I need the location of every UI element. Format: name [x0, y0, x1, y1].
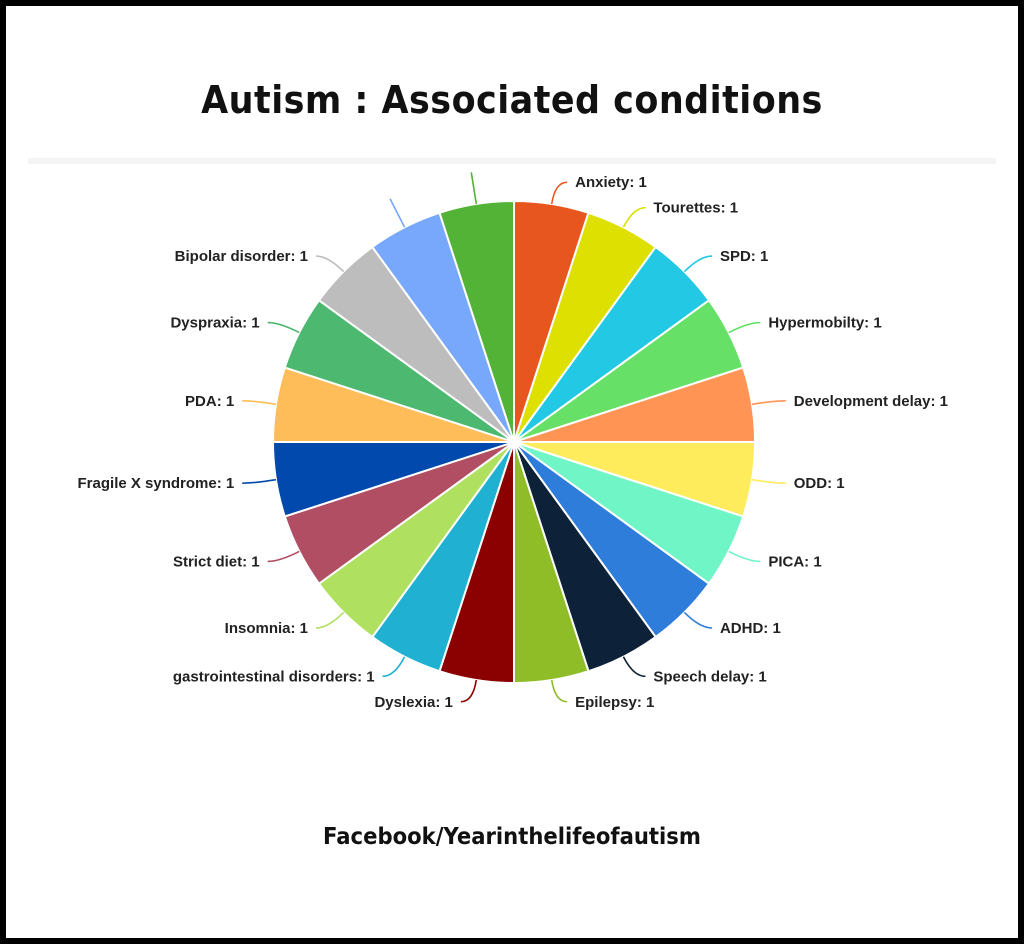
leader-line [751, 400, 786, 406]
slice-label-anxiety: Anxiety: 1 [575, 174, 647, 191]
slice-label-speech-delay: Speech delay: 1 [653, 668, 766, 685]
chart-card: Autism : Associated conditions Anxiety: … [6, 6, 1018, 938]
leader-line [389, 198, 406, 228]
leader-line [622, 656, 646, 678]
leader-line [267, 321, 300, 334]
slice-label-gastrointestinal-disorders: gastrointestinal disorders: 1 [173, 668, 375, 685]
leader-line [315, 611, 345, 629]
leader-line [242, 478, 277, 484]
slice-label-spd: SPD: 1 [720, 248, 768, 265]
slice-label-odd: ODD: 1 [794, 475, 845, 492]
leader-line [267, 550, 300, 563]
slice-label-insomnia: Insomnia: 1 [225, 620, 308, 637]
leader-line [751, 478, 786, 484]
slice-label-hypermobilty: Hypermobilty: 1 [768, 315, 881, 332]
slice-label-dyslexia: Dyslexia: 1 [374, 694, 452, 711]
slice-label-development-delay: Development delay: 1 [794, 393, 948, 410]
slice-label-pda: PDA: 1 [185, 393, 234, 410]
leader-line [460, 679, 478, 703]
slice-label-bipolar-disorder: Bipolar disorder: 1 [175, 248, 308, 265]
leader-line [728, 321, 761, 334]
leader-line [242, 400, 277, 406]
leader-line [470, 172, 478, 205]
leader-line [728, 550, 761, 563]
leader-line [315, 255, 345, 273]
slice-label-pica: PICA: 1 [768, 553, 821, 570]
leader-line [550, 181, 568, 205]
slice-label-strict-diet: Strict diet: 1 [173, 553, 260, 570]
title-divider [28, 158, 996, 164]
slice-label-dyspraxia: Dyspraxia: 1 [170, 315, 259, 332]
slice-label-fragile-x-syndrome: Fragile X syndrome: 1 [78, 475, 235, 492]
pie-chart: Anxiety: 1 Tourettes: 1 SPD: 1 Hypermobilty… [78, 172, 948, 711]
leader-line [382, 656, 406, 678]
leader-line [622, 206, 646, 228]
footer-credit: Facebook/Yearinthelifeofautism [323, 824, 701, 850]
slice-label-tourettes: Tourettes: 1 [653, 200, 738, 217]
slice-label-epilepsy: Epilepsy: 1 [575, 694, 654, 711]
slice-label-adhd: ADHD: 1 [720, 620, 781, 637]
leader-line [550, 679, 568, 703]
leader-line [683, 611, 713, 629]
leader-line [683, 255, 713, 273]
chart-title: Autism : Associated conditions [201, 78, 823, 122]
